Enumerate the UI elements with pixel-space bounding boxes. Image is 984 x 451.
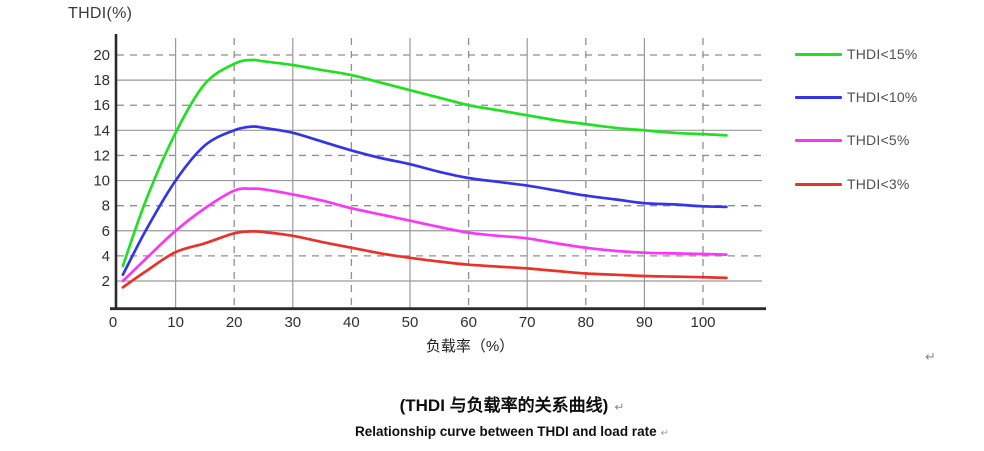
legend-item-thdi-3: THDI<3% xyxy=(795,175,909,193)
x-tick-label: 50 xyxy=(402,314,419,331)
y-tick-label: 8 xyxy=(102,198,110,215)
legend-line-swatch-green xyxy=(795,52,842,56)
caption-chinese-text: (THDI 与负载率的关系曲线) xyxy=(399,396,609,415)
caption-chinese: (THDI 与负载率的关系曲线) ↵ xyxy=(20,391,984,416)
legend-item-thdi-15: THDI<15% xyxy=(795,45,917,63)
paragraph-return-mark: ↵ xyxy=(925,349,936,364)
legend-label: THDI<10% xyxy=(847,89,918,105)
x-tick-label: 70 xyxy=(519,314,536,331)
curve-thdi-3 xyxy=(121,229,728,289)
legend-line-swatch-blue xyxy=(795,95,842,99)
paragraph-return-mark: ↵ xyxy=(660,428,669,439)
y-tick-label: 12 xyxy=(93,147,110,164)
curve-thdi-10 xyxy=(121,125,728,277)
curve-thdi-5 xyxy=(121,187,728,283)
x-tick-label: 80 xyxy=(577,314,594,331)
y-tick-label: 10 xyxy=(93,173,110,190)
legend-line-swatch-magenta xyxy=(795,138,842,142)
x-axis-title: 负载率（%） xyxy=(425,338,515,355)
legend-label: THDI<15% xyxy=(847,46,918,62)
x-tick-label: 10 xyxy=(167,314,184,331)
legend-item-thdi-5: THDI<5% xyxy=(795,131,909,149)
x-tick-label: 60 xyxy=(460,314,477,331)
legend-label: THDI<3% xyxy=(847,176,910,192)
y-tick-label: 2 xyxy=(102,273,110,290)
y-tick-label: 20 xyxy=(93,47,110,64)
x-tick-label: 100 xyxy=(690,314,715,331)
chart-legend: THDI<15% THDI<10% THDI<5% THDI<3% xyxy=(795,0,980,220)
y-tick-label: 4 xyxy=(102,248,110,265)
caption-english-text: Relationship curve between THDI and load… xyxy=(355,424,657,439)
y-axis-title: THDI(%) xyxy=(68,5,133,22)
x-tick-label: 40 xyxy=(343,314,360,331)
caption-english: Relationship curve between THDI and load… xyxy=(20,424,984,439)
x-tick-label: 90 xyxy=(636,314,653,331)
y-tick-label: 14 xyxy=(93,122,110,139)
y-tick-label: 6 xyxy=(102,223,110,240)
curve-thdi-15 xyxy=(121,58,728,268)
y-tick-label: 18 xyxy=(93,72,110,89)
x-tick-label: 20 xyxy=(226,314,243,331)
x-tick-label: 30 xyxy=(284,314,301,331)
legend-line-swatch-red xyxy=(795,182,842,186)
chart-canvas: 0 10 20 30 40 50 60 70 80 90 100 2 4 6 8 10 12 14 16 18 20 xyxy=(93,34,766,331)
x-tick-label: 0 xyxy=(109,314,117,331)
y-tick-label: 16 xyxy=(93,97,110,114)
legend-item-thdi-10: THDI<10% xyxy=(795,88,917,106)
paragraph-return-mark: ↵ xyxy=(614,400,625,414)
thdi-load-rate-chart: 0 10 20 30 40 50 60 70 80 90 100 2 4 6 8 10 12 14 16 18 20 xyxy=(93,34,766,331)
legend-label: THDI<5% xyxy=(847,132,910,148)
